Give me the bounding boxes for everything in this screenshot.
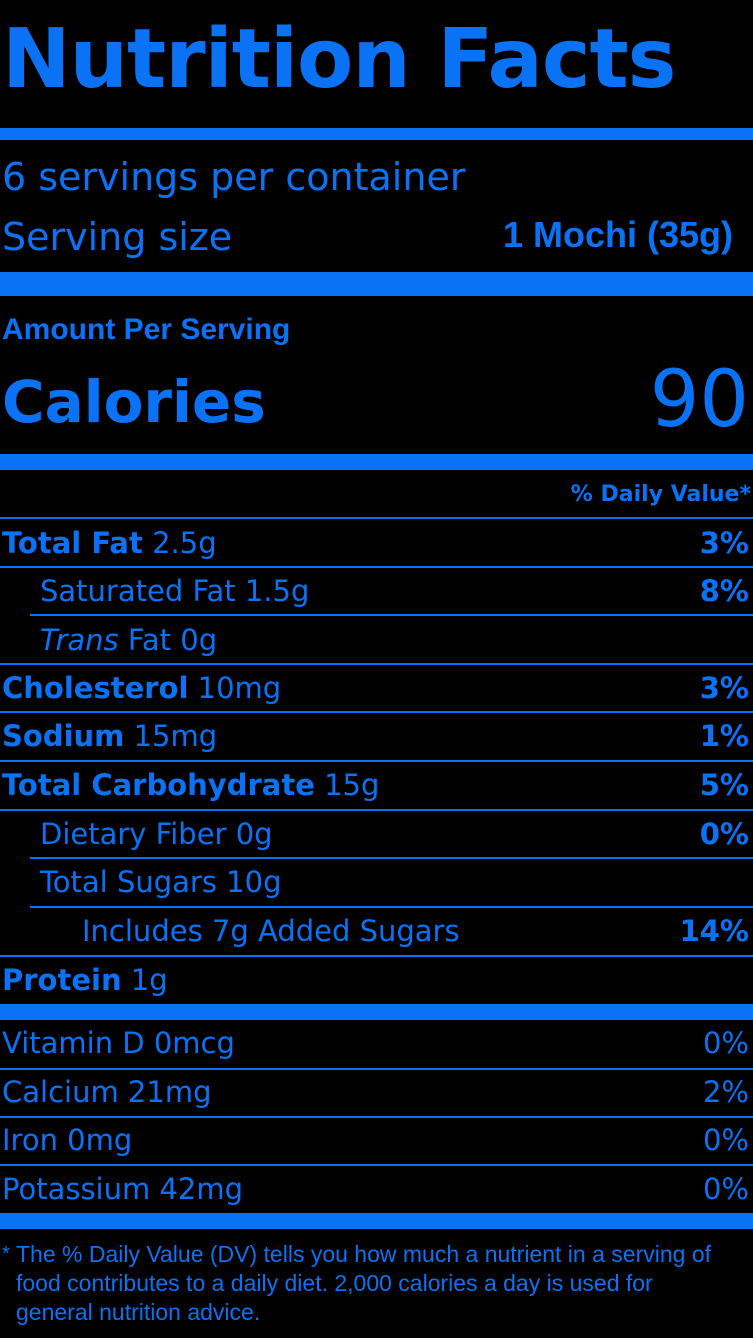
divider (0, 809, 753, 811)
dv-percent: 3% (699, 671, 749, 705)
calories-label: Calories (2, 368, 266, 436)
nutrient-row-total-sugars: Total Sugars 10g (40, 865, 282, 899)
nutrient-row-total-fat: Total Fat 2.5g 3% (0, 519, 753, 567)
divider (0, 517, 753, 519)
label-title: Nutrition Facts (2, 12, 676, 107)
footnote-asterisk: * (2, 1243, 10, 1265)
divider (0, 566, 753, 568)
daily-value-header: % Daily Value* (570, 482, 751, 507)
serving-size-value: 1 Mochi (35g) (502, 214, 733, 255)
divider (0, 1116, 753, 1118)
dv-percent: 0% (699, 817, 749, 851)
nutrient-row-saturated-fat: Saturated Fat 1.5g 8% (0, 567, 753, 615)
vitamin-row-calcium: Calcium 21mg 2% (0, 1068, 753, 1116)
footnote-text: The % Daily Value (DV) tells you how muc… (16, 1241, 711, 1325)
nutrient-row-sodium: Sodium 15mg 1% (0, 712, 753, 760)
nutrient-row-dietary-fiber: Dietary Fiber 0g 0% (0, 810, 753, 858)
divider (0, 663, 753, 665)
medium-divider (0, 454, 753, 470)
divider (0, 1164, 753, 1166)
thick-divider (0, 272, 753, 296)
thick-divider (0, 128, 753, 140)
divider (30, 906, 753, 908)
divider (30, 857, 753, 859)
dv-percent: 1% (699, 719, 749, 753)
dv-percent: 0% (702, 1026, 749, 1060)
divider (0, 760, 753, 762)
dv-percent: 5% (699, 768, 749, 802)
nutrient-row-cholesterol: Cholesterol 10mg 3% (0, 664, 753, 712)
vitamin-row-vitamin-d: Vitamin D 0mcg 0% (0, 1019, 753, 1067)
amount-per-serving: Amount Per Serving (2, 313, 291, 346)
dv-percent: 0% (702, 1123, 749, 1157)
medium-divider (0, 1213, 753, 1229)
dv-percent: 3% (699, 526, 749, 560)
nutrient-row-added-sugars: Includes 7g Added Sugars 14% (0, 907, 753, 955)
serving-size-label: Serving size (2, 215, 233, 259)
dv-percent: 8% (699, 574, 749, 608)
divider (0, 1068, 753, 1070)
servings-per-container: 6 servings per container (2, 155, 466, 199)
divider (0, 955, 753, 957)
dv-percent: 2% (702, 1075, 749, 1109)
divider (0, 711, 753, 713)
calories-value: 90 (649, 355, 749, 445)
dv-percent: 0% (702, 1172, 749, 1206)
vitamin-row-potassium: Potassium 42mg 0% (0, 1165, 753, 1213)
medium-divider (0, 1004, 753, 1020)
divider (30, 614, 753, 616)
vitamin-row-iron: Iron 0mg 0% (0, 1116, 753, 1164)
dv-percent: 14% (679, 914, 749, 948)
footnote: * The % Daily Value (DV) tells you how m… (2, 1240, 732, 1327)
nutrient-row-trans-fat: Trans Fat 0g (40, 623, 218, 657)
nutrient-row-total-carbohydrate: Total Carbohydrate 15g 5% (0, 761, 753, 809)
nutrient-row-protein: Protein 1g (2, 963, 168, 997)
